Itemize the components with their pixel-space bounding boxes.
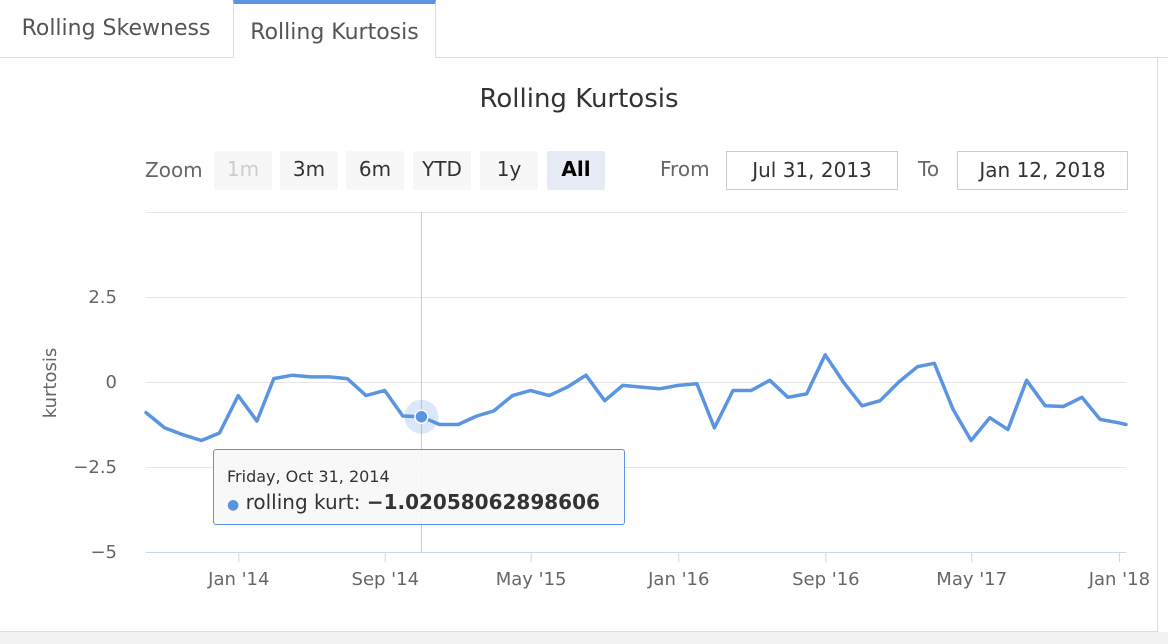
tooltip-series-label: rolling kurt: [245, 490, 361, 514]
tooltip-value: −1.02058062898606 [366, 490, 600, 514]
x-tick-label: Sep '16 [792, 569, 860, 590]
series-rolling-kurt[interactable] [144, 353, 1128, 443]
y-tick-label: 0 [106, 372, 117, 393]
tab-bar: Rolling Skewness Rolling Kurtosis [0, 0, 1168, 58]
zoom-6m-button[interactable]: 6m [346, 151, 404, 190]
hover-marker [404, 212, 439, 552]
panel-footer [0, 632, 1168, 644]
x-tick-label: Jan '16 [647, 569, 709, 590]
to-date-input[interactable]: Jan 12, 2018 [957, 151, 1128, 190]
grid [146, 212, 1126, 468]
zoom-label: Zoom [145, 158, 203, 182]
hover-point[interactable] [414, 409, 429, 424]
zoom-1y-button[interactable]: 1y [480, 151, 538, 190]
tooltip: Friday, Oct 31, 2014 ● rolling kurt: −1.… [213, 449, 625, 525]
y-axis: 2.5 0 −2.5 −5 [73, 287, 117, 563]
x-tick-label: May '15 [496, 569, 567, 590]
tooltip-row: ● rolling kurt: −1.02058062898606 [227, 490, 600, 514]
from-label: From [660, 157, 710, 181]
zoom-3m-button[interactable]: 3m [280, 151, 338, 190]
series-dot-icon: ● [227, 497, 240, 513]
chart-panel [0, 58, 1158, 632]
zoom-ytd-button[interactable]: YTD [413, 151, 471, 190]
tooltip-date: Friday, Oct 31, 2014 [227, 467, 390, 486]
series-line[interactable] [144, 353, 1128, 443]
tab-divider [436, 57, 1168, 58]
zoom-1m-button[interactable]: 1m [214, 151, 272, 190]
to-label: To [918, 157, 940, 181]
x-tick-label: Sep '14 [352, 569, 420, 590]
x-axis: Jan '14 Sep '14 May '15 Jan '16 Sep '16 May '… [146, 552, 1150, 590]
y-tick-label: −2.5 [73, 457, 117, 478]
y-axis-label: kurtosis [40, 348, 61, 419]
from-date-input[interactable]: Jul 31, 2013 [726, 151, 898, 190]
tab-rolling-skewness[interactable]: Rolling Skewness [21, 16, 211, 41]
chart-title: Rolling Kurtosis [479, 84, 679, 114]
y-tick-label: 2.5 [88, 287, 117, 308]
x-tick-label: Jan '18 [1088, 569, 1150, 590]
tab-rolling-kurtosis[interactable]: Rolling Kurtosis [233, 0, 436, 58]
x-tick-label: May '17 [936, 569, 1007, 590]
x-tick-label: Jan '14 [207, 569, 269, 590]
tab-divider [0, 57, 233, 58]
y-tick-label: −5 [90, 542, 117, 563]
zoom-all-button[interactable]: All [547, 151, 605, 190]
